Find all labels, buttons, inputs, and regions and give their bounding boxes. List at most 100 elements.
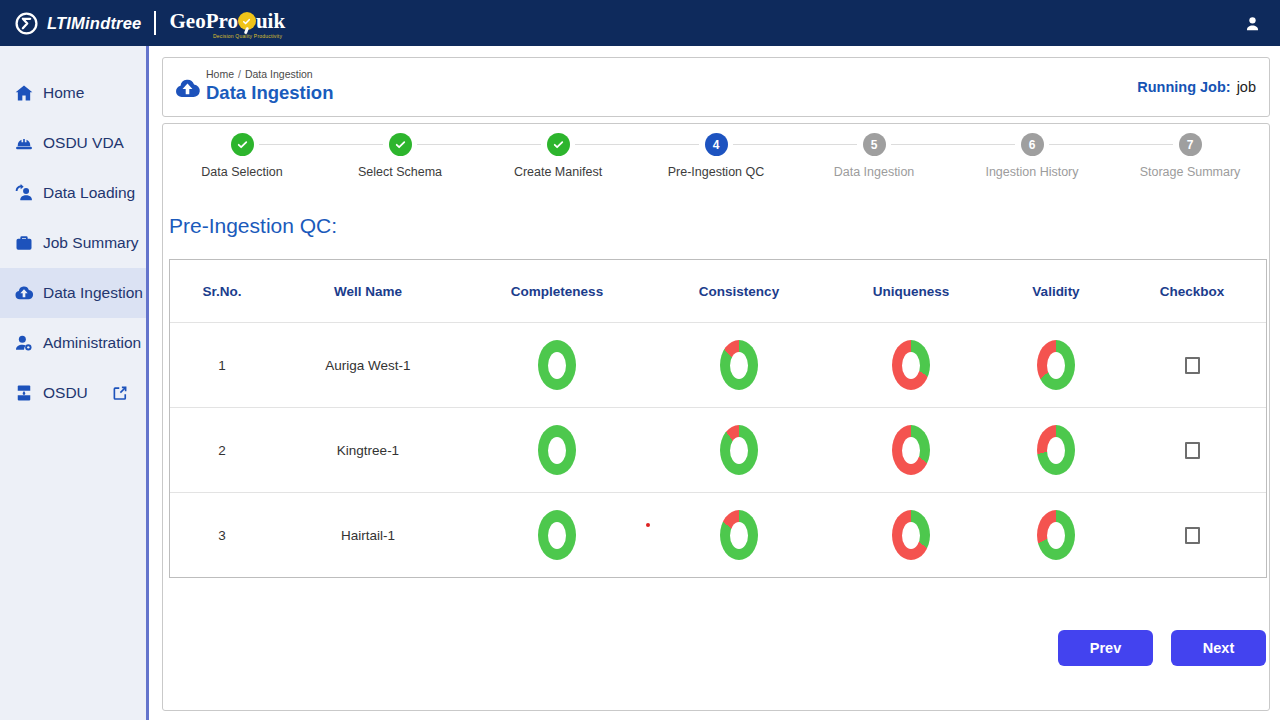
ltimindtree-logo: LTIMindtree <box>14 11 141 36</box>
breadcrumb: Home/Data Ingestion <box>206 68 313 80</box>
page-title: Data Ingestion <box>206 82 333 104</box>
sidebar-item-osdu[interactable]: OSDU <box>0 368 146 418</box>
step-label: Ingestion History <box>985 165 1078 179</box>
row-checkbox[interactable] <box>1185 527 1200 544</box>
validity-donut-chart <box>1037 425 1075 475</box>
cloud-upload-icon <box>14 283 34 303</box>
sidebar-item-label: OSDU <box>43 384 88 402</box>
barrel-icon <box>14 383 34 403</box>
logo-uik: uik <box>256 11 285 32</box>
column-header-uniqueness: Uniqueness <box>826 260 996 322</box>
step-label: Data Selection <box>201 165 282 179</box>
sidebar-item-label: Data Ingestion <box>43 284 143 302</box>
well-name: Hairtail-1 <box>341 528 395 543</box>
step-check-icon <box>389 133 412 156</box>
magnifier-check-icon <box>238 12 256 30</box>
logo-geo: Geo <box>169 11 205 32</box>
row-checkbox[interactable] <box>1185 442 1200 459</box>
step-label: Pre-Ingestion QC <box>668 165 765 179</box>
well-name: Kingtree-1 <box>337 443 399 458</box>
briefcase-icon <box>14 233 34 253</box>
validity-donut-chart <box>1037 510 1075 560</box>
sidebar-item-data-loading[interactable]: Data Loading <box>0 168 146 218</box>
column-header-validity: Validity <box>996 260 1116 322</box>
table-row: 1 Auriga West-1 <box>170 322 1266 407</box>
sidebar-item-home[interactable]: Home <box>0 68 146 118</box>
next-button[interactable]: Next <box>1171 630 1266 666</box>
step-select-schema[interactable]: Select Schema <box>321 133 479 179</box>
consistency-donut-chart <box>720 340 758 390</box>
logo-pro: Pro <box>206 11 238 32</box>
step-label: Create Manifest <box>514 165 602 179</box>
column-header-checkbox: Checkbox <box>1116 260 1268 322</box>
page-header-card: Home/Data Ingestion Data Ingestion Runni… <box>162 57 1270 117</box>
step-storage-summary[interactable]: 7 Storage Summary <box>1111 133 1269 179</box>
step-check-icon <box>231 133 254 156</box>
step-label: Data Ingestion <box>834 165 915 179</box>
row-serial: 1 <box>218 358 226 373</box>
completeness-donut-chart <box>538 340 576 390</box>
step-ingestion-history[interactable]: 6 Ingestion History <box>953 133 1111 179</box>
sidebar-item-administration[interactable]: Administration <box>0 318 146 368</box>
top-navbar: LTIMindtree GeoProuik Decision Quality P… <box>0 0 1280 46</box>
user-sync-icon <box>14 183 34 203</box>
user-gear-icon <box>14 333 34 353</box>
validity-donut-chart <box>1037 340 1075 390</box>
ltimindtree-logo-icon <box>14 11 39 36</box>
section-title: Pre-Ingestion QC: <box>169 214 337 238</box>
completeness-donut-chart <box>538 425 576 475</box>
sidebar-item-label: Administration <box>43 334 141 352</box>
step-label: Select Schema <box>358 165 442 179</box>
column-header-completeness: Completeness <box>462 260 652 322</box>
step-number: 7 <box>1179 133 1202 156</box>
main-card: Data Selection Select Schema Create Manife… <box>162 123 1270 711</box>
uniqueness-donut-chart <box>892 340 930 390</box>
logo-tagline: Decision Quality Productivity <box>213 33 285 39</box>
qc-table: Sr.No.Well NameCompletenessConsistencyUn… <box>169 259 1267 578</box>
external-link-icon[interactable] <box>111 384 129 402</box>
sidebar: Home OSDU VDA Data Loading Job Summary Data … <box>0 46 149 720</box>
stepper: Data Selection Select Schema Create Manife… <box>163 133 1269 179</box>
hardhat-icon <box>14 133 34 153</box>
column-header-sr-no: Sr.No. <box>170 260 274 322</box>
uniqueness-donut-chart <box>892 510 930 560</box>
user-icon[interactable] <box>1243 14 1262 33</box>
step-check-icon <box>547 133 570 156</box>
sidebar-item-label: Home <box>43 84 84 102</box>
sidebar-item-osdu-vda[interactable]: OSDU VDA <box>0 118 146 168</box>
consistency-donut-chart <box>720 510 758 560</box>
well-name: Auriga West-1 <box>325 358 410 373</box>
sidebar-item-job-summary[interactable]: Job Summary <box>0 218 146 268</box>
step-label: Storage Summary <box>1140 165 1241 179</box>
cloud-upload-icon <box>174 75 201 102</box>
running-job-label: Running Job: <box>1137 79 1230 95</box>
running-job-value: job <box>1237 79 1256 95</box>
column-header-consistency: Consistency <box>652 260 826 322</box>
step-number: 6 <box>1021 133 1044 156</box>
step-data-ingestion[interactable]: 5 Data Ingestion <box>795 133 953 179</box>
step-number: 5 <box>863 133 886 156</box>
prev-button[interactable]: Prev <box>1058 630 1153 666</box>
breadcrumb-home[interactable]: Home <box>206 68 234 80</box>
step-data-selection[interactable]: Data Selection <box>163 133 321 179</box>
consistency-donut-chart <box>720 425 758 475</box>
row-checkbox[interactable] <box>1185 357 1200 374</box>
uniqueness-donut-chart <box>892 425 930 475</box>
step-create-manifest[interactable]: Create Manifest <box>479 133 637 179</box>
artifact-dot <box>646 523 650 527</box>
brand-name: LTIMindtree <box>47 14 141 33</box>
sidebar-item-label: Data Loading <box>43 184 135 202</box>
completeness-donut-chart <box>538 510 576 560</box>
sidebar-item-label: OSDU VDA <box>43 134 124 152</box>
sidebar-item-data-ingestion[interactable]: Data Ingestion <box>0 268 146 318</box>
home-icon <box>14 83 34 103</box>
navbar-separator <box>154 11 156 35</box>
table-row: 2 Kingtree-1 <box>170 407 1266 492</box>
row-serial: 3 <box>218 528 226 543</box>
row-serial: 2 <box>218 443 226 458</box>
table-row: 3 Hairtail-1 <box>170 492 1266 577</box>
step-pre-ingestion-qc[interactable]: 4 Pre-Ingestion QC <box>637 133 795 179</box>
step-number: 4 <box>705 133 728 156</box>
breadcrumb-current[interactable]: Data Ingestion <box>245 68 313 80</box>
geoproquik-logo: GeoProuik Decision Quality Productivity <box>169 11 285 40</box>
